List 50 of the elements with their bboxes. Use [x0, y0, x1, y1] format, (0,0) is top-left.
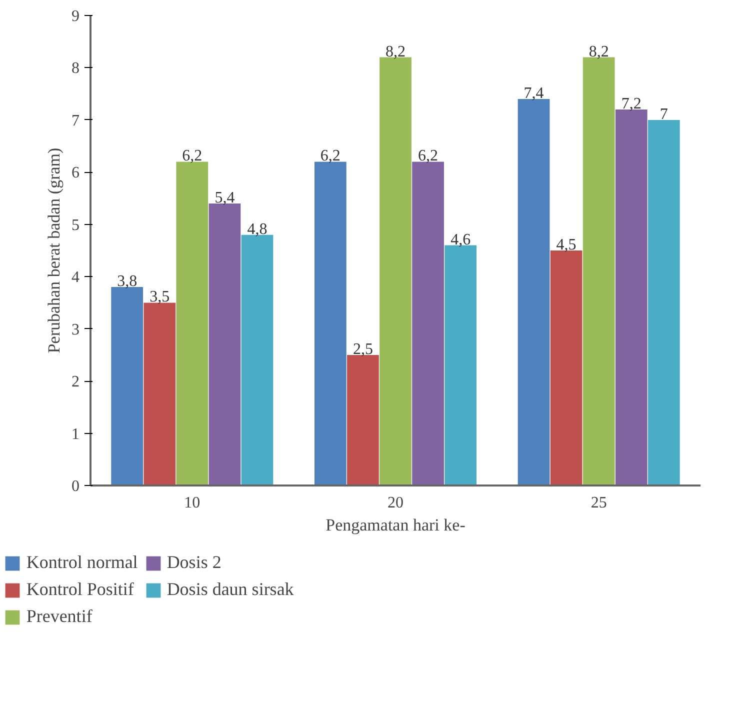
- x-tick-label: 25: [590, 494, 607, 512]
- data-label: 7,4: [524, 85, 544, 102]
- x-tick-label: 20: [388, 494, 404, 512]
- legend-label: Preventif: [26, 606, 92, 627]
- bar: [518, 99, 550, 486]
- legend-label: Dosis 2: [166, 552, 222, 573]
- bar: [241, 234, 274, 486]
- bar: [615, 110, 648, 486]
- y-tick-label: 6: [72, 164, 80, 182]
- bar: [347, 354, 379, 486]
- data-label: 7,2: [621, 96, 642, 112]
- data-label: 3,5: [150, 288, 170, 306]
- bar: [582, 57, 615, 486]
- bar: [111, 287, 144, 486]
- data-label: 7: [660, 106, 668, 123]
- bar: [208, 204, 241, 486]
- data-label: 6,2: [320, 148, 340, 165]
- y-tick-label: 3: [72, 321, 80, 338]
- bar: [176, 162, 208, 486]
- y-tick-label: 1: [72, 426, 80, 443]
- data-label: 8,2: [588, 43, 609, 60]
- bar: [412, 162, 444, 486]
- legend-label: Kontrol normal: [26, 552, 138, 573]
- data-label: 5,4: [214, 190, 235, 206]
- bar: [444, 245, 477, 486]
- data-label: 8,2: [386, 43, 406, 60]
- bar: [314, 162, 346, 486]
- legend-label: Kontrol Positif: [26, 579, 134, 600]
- y-tick-label: 2: [72, 374, 80, 391]
- x-axis-title: Pengamatan hari ke-: [326, 516, 466, 534]
- y-axis-title: Perubahan berat badan (gram): [44, 148, 64, 354]
- bar: [144, 302, 176, 486]
- legend-label: Dosis daun sirsak: [166, 579, 294, 600]
- y-tick-label: 8: [72, 60, 80, 78]
- y-tick-label: 5: [72, 216, 80, 234]
- y-tick-label: 7: [72, 112, 80, 130]
- y-tick-label: 4: [72, 269, 80, 286]
- y-tick-label: 0: [72, 478, 80, 495]
- data-label: 6,2: [418, 148, 438, 165]
- data-label: 4,8: [247, 220, 268, 238]
- data-label: 3,8: [117, 273, 138, 290]
- bar: [550, 250, 582, 486]
- data-label: 4,5: [556, 236, 576, 254]
- data-label: 2,5: [352, 340, 373, 358]
- bar: [648, 120, 680, 486]
- bar: [380, 57, 412, 486]
- data-label: 6,2: [182, 148, 202, 165]
- y-tick-label: 9: [72, 8, 80, 25]
- x-tick-label: 10: [184, 494, 200, 512]
- data-label: 4,6: [450, 231, 471, 248]
